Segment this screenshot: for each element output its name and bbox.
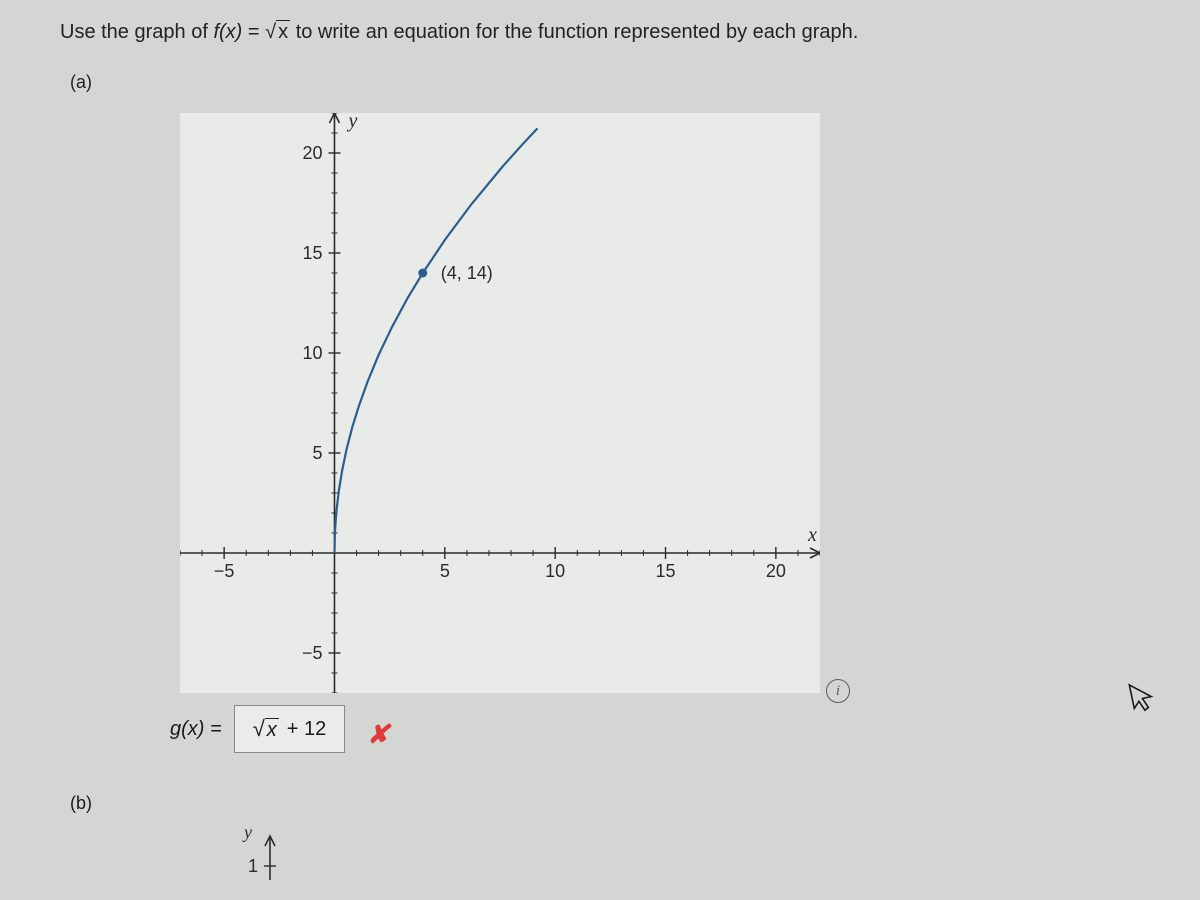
prompt-eq: = — [248, 21, 265, 43]
answer-tail: + 12 — [287, 718, 326, 741]
chart-a: −55101520−55101520xy(4, 14) i — [180, 113, 820, 693]
answer-lhs: g(x) = — [170, 718, 222, 741]
svg-text:20: 20 — [766, 561, 786, 581]
question-prompt: Use the graph of f(x) = x to write an eq… — [60, 20, 1140, 44]
svg-text:1: 1 — [248, 856, 258, 876]
svg-text:5: 5 — [440, 561, 450, 581]
sqrt-icon: x — [253, 716, 279, 742]
chart-b-fragment: 1y — [220, 820, 1140, 885]
answer-row: g(x) = x + 12 ✘ — [170, 705, 1140, 753]
part-b-label: (b) — [70, 793, 92, 813]
svg-text:10: 10 — [545, 561, 565, 581]
svg-text:y: y — [346, 113, 357, 132]
svg-text:−5: −5 — [302, 643, 323, 663]
sqrt-icon: x — [265, 20, 290, 44]
svg-text:(4, 14): (4, 14) — [441, 263, 493, 283]
svg-text:y: y — [242, 822, 252, 842]
answer-input[interactable]: x + 12 — [234, 705, 346, 753]
info-icon[interactable]: i — [826, 679, 850, 703]
svg-text:20: 20 — [302, 143, 322, 163]
answer-rad-arg: x — [265, 718, 279, 742]
svg-text:x: x — [807, 524, 817, 546]
prompt-text-before: Use the graph of — [60, 21, 213, 43]
prompt-rad-arg: x — [276, 20, 290, 44]
svg-text:10: 10 — [302, 343, 322, 363]
svg-text:15: 15 — [302, 243, 322, 263]
prompt-text-after: to write an equation for the function re… — [296, 21, 859, 43]
part-a-label: (a) — [70, 72, 1140, 93]
svg-text:5: 5 — [312, 443, 322, 463]
prompt-func: f(x) — [213, 21, 242, 43]
svg-text:−5: −5 — [214, 561, 235, 581]
incorrect-icon: ✘ — [367, 719, 389, 750]
svg-text:15: 15 — [656, 561, 676, 581]
